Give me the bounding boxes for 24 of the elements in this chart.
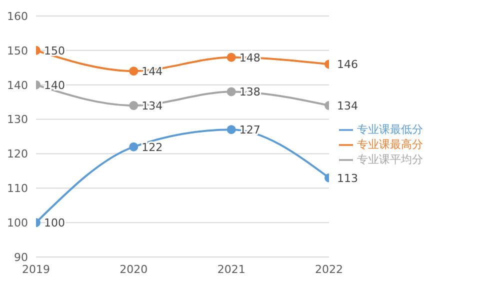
data-label: 122: [142, 140, 163, 154]
x-tick-label: 2022: [315, 262, 343, 276]
data-label: 100: [44, 216, 65, 230]
y-tick-label: 90: [14, 250, 28, 264]
data-label: 146: [337, 58, 358, 72]
y-tick-label: 110: [7, 182, 28, 196]
y-tick-label: 160: [7, 10, 28, 23]
data-label: 113: [337, 172, 358, 185]
data-label: 134: [337, 100, 358, 113]
y-tick-label: 120: [7, 148, 28, 161]
legend-label: 专业课最高分: [357, 138, 423, 151]
x-tick-label: 2020: [120, 262, 148, 276]
y-tick-label: 100: [7, 216, 28, 230]
data-label: 140: [44, 78, 65, 92]
data-label: 134: [142, 100, 163, 113]
y-tick-label: 140: [7, 78, 28, 92]
x-tick-label: 2019: [22, 262, 50, 276]
y-tick-label: 130: [7, 113, 28, 126]
data-label: 150: [44, 44, 65, 58]
data-label: 138: [239, 86, 260, 99]
y-tick-label: 150: [7, 44, 28, 58]
legend-label: 专业课最低分: [357, 123, 423, 136]
x-tick-label: 2021: [217, 262, 246, 276]
legend-label: 专业课平均分: [357, 153, 423, 166]
